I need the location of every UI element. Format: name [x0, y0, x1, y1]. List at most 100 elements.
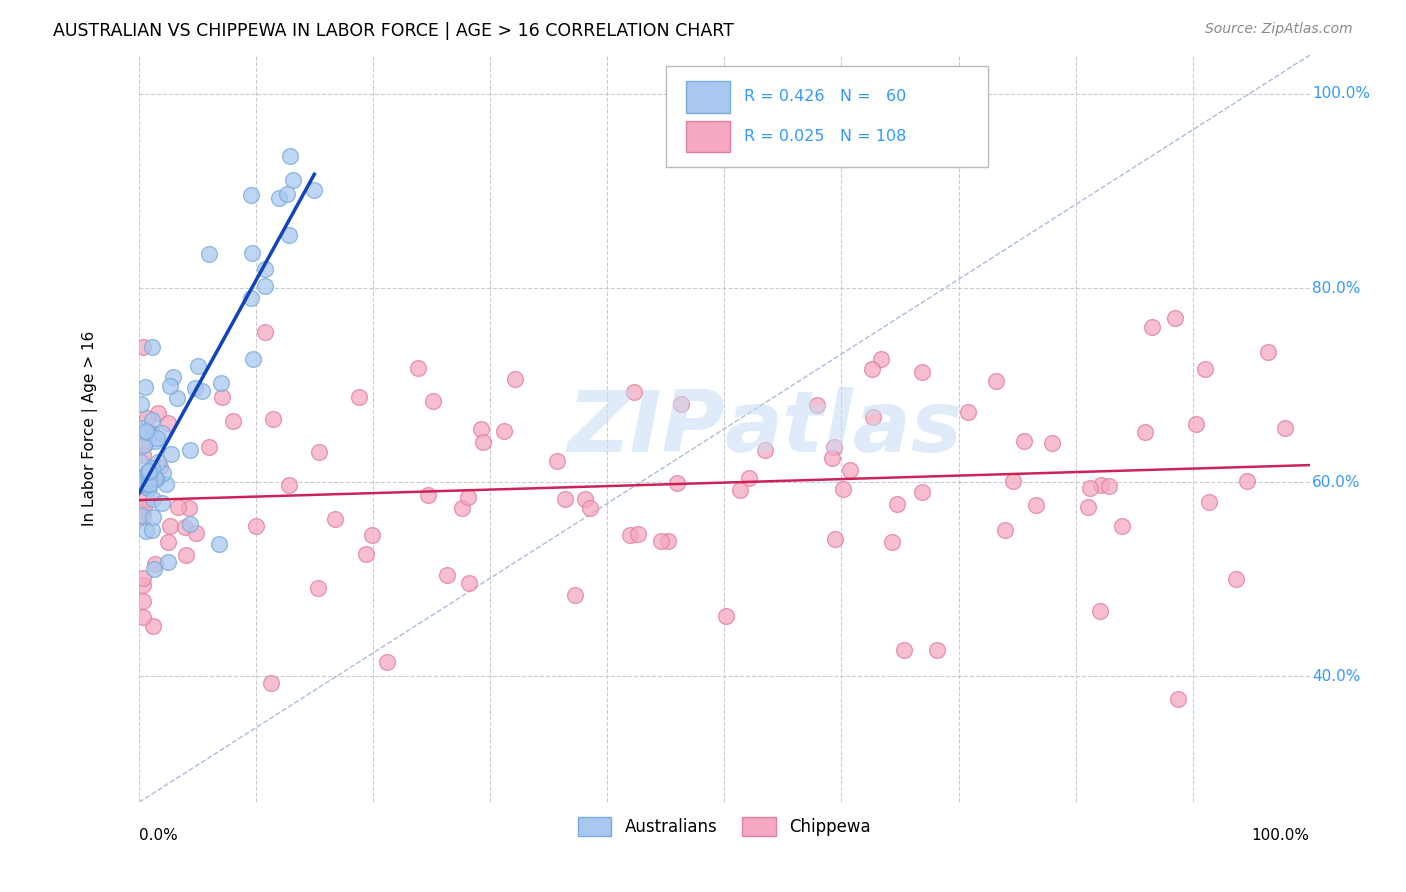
Point [470, 422, 492, 436]
Point [278, 149, 301, 163]
Point [131, 578, 153, 592]
Point [132, 500, 155, 515]
Point [492, 424, 515, 438]
Point [150, 496, 173, 510]
Point [131, 448, 153, 462]
Point [1077, 500, 1099, 515]
Point [451, 500, 474, 515]
Point [627, 527, 650, 541]
Point [131, 455, 153, 469]
Text: 40.0%: 40.0% [1312, 669, 1361, 683]
Point [278, 228, 301, 243]
Legend: Australians, Chippewa: Australians, Chippewa [571, 810, 877, 843]
Point [211, 390, 233, 404]
Point [152, 466, 174, 480]
Point [149, 459, 172, 474]
Point [209, 376, 232, 391]
Point [754, 443, 776, 458]
Point [135, 425, 157, 439]
Point [138, 481, 160, 495]
Point [1088, 604, 1111, 618]
Point [986, 375, 1008, 389]
Point [882, 535, 904, 549]
Point [141, 467, 163, 482]
Point [1167, 692, 1189, 706]
Point [148, 455, 170, 469]
Point [893, 642, 915, 657]
Point [174, 520, 197, 534]
Point [1184, 417, 1206, 431]
Point [281, 172, 304, 186]
Point [135, 480, 157, 494]
Point [457, 575, 479, 590]
Text: Source: ZipAtlas.com: Source: ZipAtlas.com [1205, 22, 1353, 37]
Point [737, 471, 759, 485]
Point [184, 381, 207, 395]
Point [138, 471, 160, 485]
Point [436, 567, 458, 582]
Point [240, 246, 263, 260]
Point [135, 524, 157, 539]
Point [131, 340, 153, 354]
Point [179, 442, 201, 457]
Point [860, 361, 883, 376]
Point [186, 526, 208, 541]
Point [278, 478, 301, 492]
Point [1078, 481, 1101, 495]
Point [356, 547, 378, 561]
Point [131, 510, 153, 524]
Point [174, 548, 197, 562]
Point [131, 594, 153, 608]
Point [187, 359, 209, 373]
Point [131, 504, 153, 518]
Point [1225, 572, 1247, 586]
Point [150, 425, 173, 440]
Text: 0.0%: 0.0% [139, 829, 177, 844]
Point [304, 183, 326, 197]
FancyBboxPatch shape [666, 66, 988, 167]
Point [262, 412, 284, 426]
Point [1274, 421, 1296, 435]
Point [716, 609, 738, 624]
Text: atlas: atlas [724, 387, 963, 470]
Point [131, 397, 153, 411]
Point [131, 475, 153, 490]
Point [471, 434, 494, 449]
Point [269, 191, 291, 205]
Point [159, 519, 181, 533]
Point [911, 365, 934, 379]
Point [143, 471, 166, 485]
Point [1236, 474, 1258, 488]
Point [1198, 495, 1220, 509]
Point [347, 390, 370, 404]
Text: 80.0%: 80.0% [1312, 280, 1361, 295]
Point [994, 523, 1017, 537]
Point [131, 609, 153, 624]
Point [143, 557, 166, 571]
Point [253, 278, 276, 293]
Point [141, 340, 163, 354]
Point [136, 425, 159, 439]
Point [578, 501, 600, 516]
Point [141, 413, 163, 427]
Point [276, 187, 298, 202]
Point [418, 488, 440, 502]
Point [162, 369, 184, 384]
Point [131, 470, 153, 484]
Point [221, 414, 243, 428]
Point [143, 434, 166, 448]
Point [138, 476, 160, 491]
Point [131, 421, 153, 435]
Point [131, 571, 153, 585]
Point [134, 476, 156, 491]
Point [925, 643, 948, 657]
Point [138, 425, 160, 439]
Point [136, 411, 159, 425]
Point [167, 500, 190, 515]
Point [911, 484, 934, 499]
Point [138, 463, 160, 477]
Point [1257, 345, 1279, 359]
Point [136, 465, 159, 479]
Point [1012, 434, 1035, 448]
Point [862, 409, 884, 424]
